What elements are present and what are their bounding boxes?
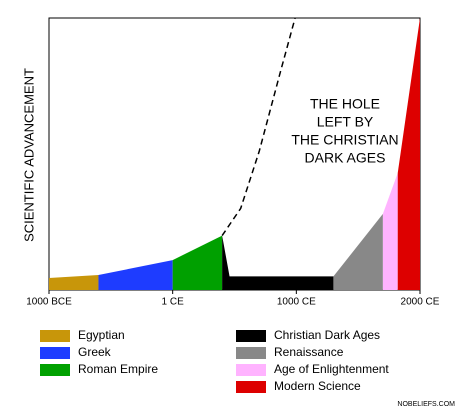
era-area [98, 260, 173, 290]
watermark: NOBELIEFS.COM [397, 401, 455, 408]
legend-swatch [40, 364, 70, 376]
era-area [382, 173, 398, 290]
annotation: LEFT BY [317, 114, 374, 130]
legend-swatch [40, 330, 70, 342]
era-area [49, 275, 99, 290]
x-tick-label: 2000 CE [401, 297, 440, 308]
legend-label: Modern Science [274, 379, 361, 393]
era-area [397, 18, 420, 290]
annotation: THE HOLE [310, 96, 380, 112]
era-area [222, 235, 334, 290]
legend-label: Roman Empire [78, 362, 158, 376]
legend-label: Christian Dark Ages [274, 328, 380, 342]
y-axis-label: SCIENTIFIC ADVANCEMENT [21, 68, 36, 242]
legend-swatch [236, 347, 266, 359]
x-tick-label: 1000 CE [277, 297, 316, 308]
era-area [333, 213, 383, 290]
legend-swatch [236, 381, 266, 393]
legend-swatch [40, 347, 70, 359]
dashed-projection [221, 17, 296, 237]
annotation: DARK AGES [305, 150, 386, 166]
x-tick-label: 1000 BCE [26, 297, 72, 308]
annotation: THE CHRISTIAN [291, 132, 398, 148]
legend-label: Renaissance [274, 345, 344, 359]
x-tick-label: 1 CE [162, 297, 185, 308]
legend-label: Greek [78, 345, 112, 359]
legend-label: Egyptian [78, 328, 125, 342]
era-area [172, 235, 223, 290]
legend-label: Age of Enlightenment [274, 362, 389, 376]
legend-swatch [236, 330, 266, 342]
legend-swatch [236, 364, 266, 376]
